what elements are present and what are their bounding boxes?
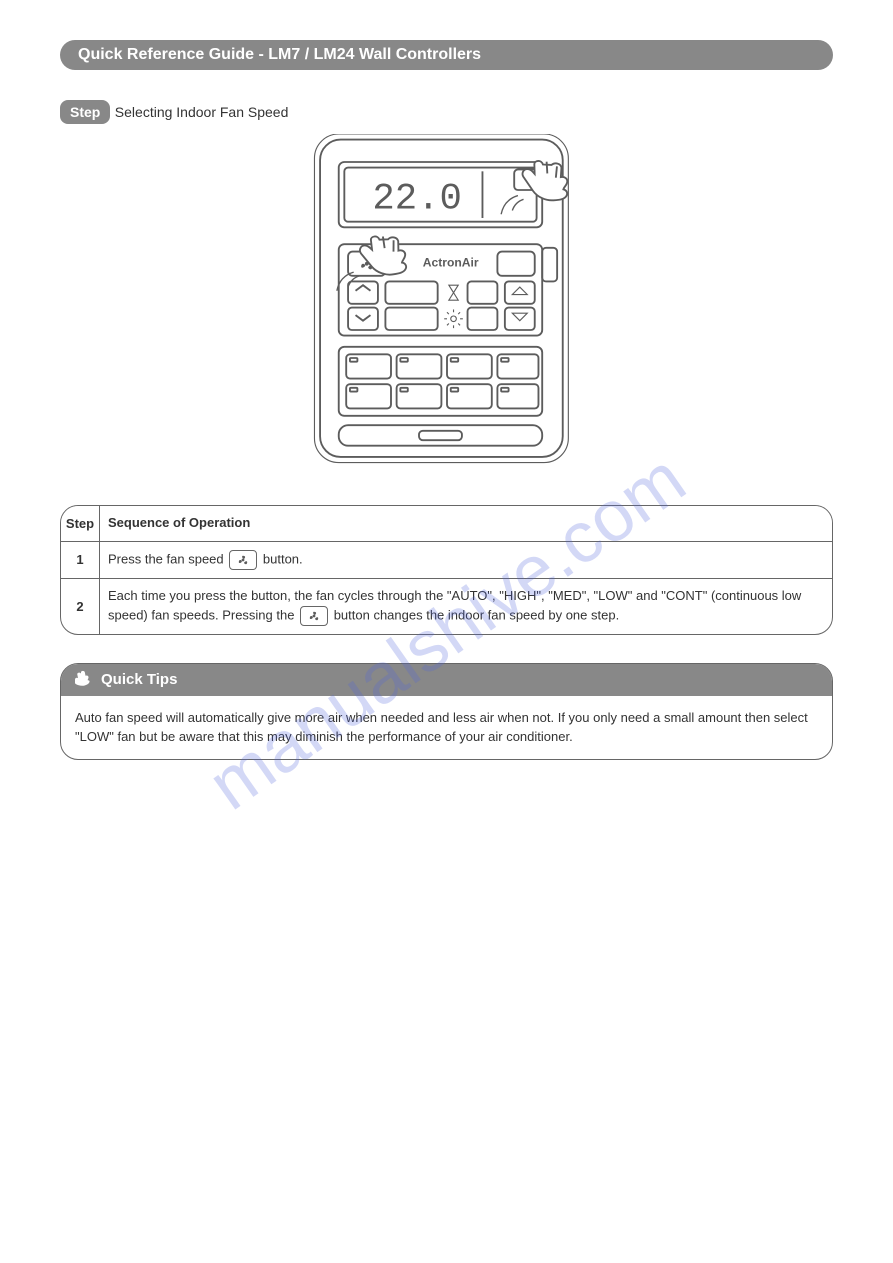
sequence-step-num: 2 [61,579,100,634]
hand-icon [75,670,93,690]
sequence-head-text: Sequence of Operation [100,506,832,541]
sequence-step-text: Press the fan speed button. [100,542,832,578]
controller-illustration: 22.0 ActronAir [60,134,833,475]
page-header: Quick Reference Guide - LM7 / LM24 Wall … [60,40,833,70]
seq1-suffix: button. [263,551,303,566]
sequence-step-text: Each time you press the button, the fan … [100,579,832,634]
controller-svg: 22.0 ActronAir [307,134,587,470]
svg-text:ActronAir: ActronAir [422,256,478,270]
quick-tips: Quick Tips Auto fan speed will automatic… [60,663,833,760]
fan-icon [229,550,257,570]
seq2-suffix: button changes the indoor fan speed by o… [334,607,620,622]
fan-icon [300,606,328,626]
quick-tips-header: Quick Tips [61,664,832,696]
sequence-table: Step Sequence of Operation 1 Press the f… [60,505,833,635]
sequence-head-step: Step [61,506,100,541]
sequence-row: 1 Press the fan speed button. [61,541,832,578]
sequence-step-num: 1 [61,542,100,578]
quick-tips-title: Quick Tips [101,671,177,688]
step-title: Selecting Indoor Fan Speed [115,104,289,120]
seq1-prefix: Press the fan speed [108,551,224,566]
sequence-row: 2 Each time you press the button, the fa… [61,578,832,634]
step-pill: Step [60,100,110,124]
quick-tips-body: Auto fan speed will automatically give m… [61,696,832,759]
svg-text:22.0: 22.0 [372,179,462,221]
